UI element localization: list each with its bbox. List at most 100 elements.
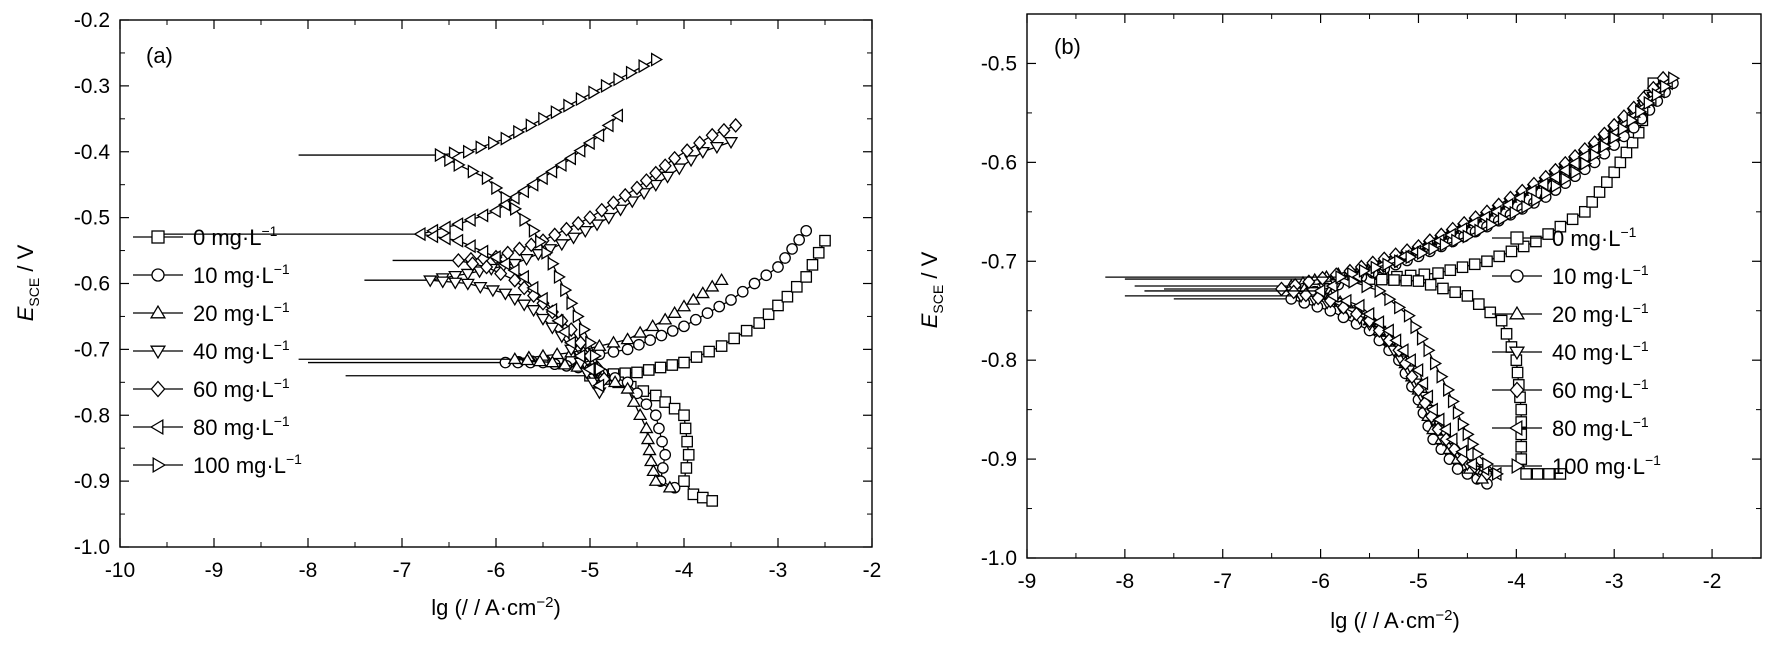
panel-a-y-tick-label: -0.6 <box>74 273 110 296</box>
panel-b-anodic-point <box>1567 156 1580 171</box>
panel-a-cathodic-point <box>592 378 605 393</box>
panel-b-cathodic-point <box>1432 412 1445 427</box>
panel-b-cathodic-point <box>1388 274 1400 286</box>
panel-b-cathodic-point <box>1411 382 1426 398</box>
panel-a-y-tick-label: -0.8 <box>74 404 110 427</box>
panel-a-anodic-point <box>672 163 687 176</box>
panel-b-legend-marker <box>1510 231 1524 245</box>
panel-b-anodic-point <box>1668 71 1681 86</box>
panel-a-x-tick-label: -10 <box>105 559 135 582</box>
panel-a-y-tick-label: -0.4 <box>74 141 111 164</box>
panel-b-anodic-point <box>1601 176 1613 188</box>
panel-b-legend-label: 60 mg·L−1 <box>1552 376 1649 403</box>
panel-b-x-tick-label: -4 <box>1507 570 1526 593</box>
panel-a-anodic-point <box>781 290 794 303</box>
panel-b: (b) -9 -8 -7 -6 -5 -4 -3 -2 -0.5 -0.6 -0.7 -0.8 -0.9… <box>917 13 1762 633</box>
panel-a-anodic-point <box>595 202 609 218</box>
panel-a-cathodic-point <box>507 263 520 278</box>
panel-a-corrosion-point <box>434 147 447 163</box>
panel-a-corrosion-point <box>451 252 465 268</box>
panel-b-anodic-point <box>1462 229 1475 244</box>
panel-b-anodic-point <box>1558 163 1571 178</box>
panel-b-legend-marker <box>1508 346 1526 361</box>
panel-b-y-tick-label: -1.0 <box>981 547 1017 570</box>
panel-b-legend-label: 10 mg·L−1 <box>1552 262 1649 289</box>
panel-b-cathodic-point <box>1472 298 1485 310</box>
panel-a-anodic-point <box>658 312 673 325</box>
panel-a-cathodic-point <box>656 462 669 474</box>
panel-a-anodic-point <box>575 91 588 107</box>
panel-a-cathodic-point <box>573 348 586 364</box>
panel-b-cathodic-point <box>1447 394 1460 409</box>
panel-a-cathodic-point <box>491 180 504 196</box>
panel-a-anodic-point <box>618 187 632 203</box>
panel-a-anodic-point <box>779 252 791 264</box>
panel-a-legend-label: 80 mg·L−1 <box>193 413 290 440</box>
panel-a-anodic-point <box>525 118 538 133</box>
panel-a-anodic-point <box>582 135 595 151</box>
panel-b-cathodic-point <box>1443 382 1456 397</box>
panel-b-anodic-point <box>1651 87 1664 102</box>
panel-a-cathodic-point <box>706 495 719 507</box>
panel-a-x-tick-label: -4 <box>675 559 694 582</box>
panel-b-cathodic-point <box>1554 468 1567 480</box>
panel-b-anodic-point <box>1542 228 1554 240</box>
panel-a-cathodic-point <box>620 381 635 394</box>
panel-a-anodic-point <box>740 324 753 337</box>
panel-b-cathodic-point <box>1543 468 1555 480</box>
panel-a-cathodic-point <box>557 324 570 339</box>
panel-a-legend: 0 mg·L−1 10 mg·L−1 20 mg·L−1 40 mg·L−1 60 mg… <box>133 223 302 478</box>
panel-a-series <box>162 52 831 507</box>
panel-a-anodic-point <box>578 225 593 239</box>
panel-b-anodic-point <box>1370 260 1383 275</box>
panel-b-cathodic-point <box>1455 444 1468 459</box>
panel-b-cathodic-point <box>1339 293 1352 308</box>
panel-b-ticks: -9 -8 -7 -6 -5 -4 -3 -2 -0.5 -0.6 -0.7 -0.8 -0.9 -1.0 <box>981 13 1762 593</box>
panel-a-anodic-point <box>717 122 731 138</box>
panel-a-anodic-point <box>760 269 773 282</box>
panel-b-anodic-point <box>1428 241 1441 257</box>
panel-a-anodic-point <box>462 144 476 159</box>
panel-b-anodic-point <box>1620 146 1633 159</box>
panel-a-cathodic-point <box>545 302 558 317</box>
panel-a-anodic-point <box>639 173 653 189</box>
panel-b-anodic-point <box>1580 156 1593 171</box>
panel-a-anodic-point <box>631 366 643 379</box>
panel-a-anodic-point <box>678 320 690 333</box>
panel-a-legend-marker <box>150 380 166 398</box>
panel-a-anodic-point <box>753 317 766 329</box>
panel-b-corrosion-point <box>1313 283 1326 299</box>
panel-a-cathodic-point <box>438 231 451 246</box>
panel-b-anodic-point <box>1418 268 1431 281</box>
panel-b-anodic-point <box>1302 274 1316 290</box>
panel-a-anodic-point <box>714 272 729 286</box>
panel-a-anodic-point <box>772 261 784 273</box>
panel-b-cathodic-point <box>1425 402 1438 417</box>
panel-a-cathodic-point <box>679 422 692 435</box>
panel-a-anodic-point <box>666 359 679 371</box>
panel-b-cathodic-point <box>1445 432 1458 447</box>
panel-a-anodic-point <box>476 208 489 223</box>
panel-a-cathodic-point <box>435 276 450 289</box>
panel-a-anodic-point <box>650 52 664 67</box>
panel-b-cathodic-point <box>1431 421 1445 437</box>
panel-a-legend-label: 10 mg·L−1 <box>193 261 290 288</box>
panel-b-cathodic-point <box>1531 468 1544 480</box>
panel-a-anodic-point <box>793 234 806 246</box>
panel-b-anodic-point <box>1486 217 1499 232</box>
panel-b-cathodic-point <box>1410 320 1423 335</box>
panel-a-anodic-point <box>573 143 586 158</box>
panel-a-legend-item-0: 0 mg·L−1 <box>133 223 278 250</box>
panel-b-anodic-point <box>1560 172 1573 187</box>
panel-a-anodic-point <box>563 98 576 113</box>
panel-b-cathodic-point <box>1416 376 1429 391</box>
panel-a-anodic-point <box>715 340 728 352</box>
panel-b-cathodic-point <box>1467 437 1480 452</box>
panel-b-anodic-point <box>1315 270 1330 286</box>
panel-a-anodic-point <box>800 224 813 237</box>
panel-a-series-2 <box>298 272 729 493</box>
panel-a-anodic-point <box>438 220 451 235</box>
panel-a-cathodic-point <box>526 305 541 318</box>
panel-a-legend-marker <box>152 456 167 474</box>
panel-b-cathodic-point <box>1436 369 1449 384</box>
